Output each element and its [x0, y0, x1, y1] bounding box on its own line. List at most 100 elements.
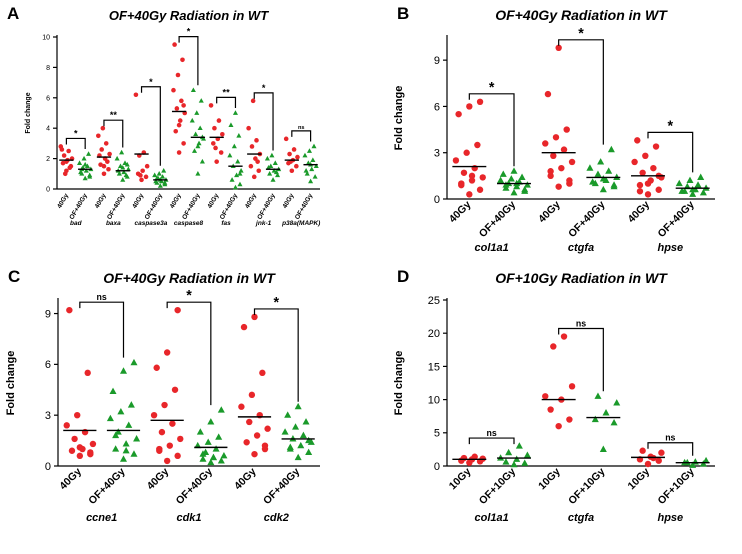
category-label: OF+10Gy [566, 466, 607, 507]
data-point [281, 428, 289, 435]
data-point [66, 148, 71, 154]
data-point [251, 174, 257, 180]
y-tick-label: 10 [42, 34, 50, 41]
data-point [207, 458, 215, 466]
data-point [166, 442, 173, 449]
data-point [174, 306, 181, 314]
data-point [248, 163, 254, 169]
data-point [176, 122, 182, 128]
significance-bracket [178, 36, 199, 86]
data-point [452, 157, 460, 164]
data-point [273, 169, 279, 175]
chart-title: OF+40Gy Radiation in WT [495, 7, 668, 23]
data-point [644, 191, 652, 198]
data-point [180, 57, 185, 63]
data-point [194, 441, 202, 449]
data-point [120, 177, 126, 182]
data-point [106, 166, 111, 172]
category-label: OF+40Gy [219, 192, 240, 221]
y-axis-label: Fold change [5, 351, 17, 416]
data-point [127, 401, 135, 408]
category-label: OF+10Gy [655, 466, 696, 507]
data-point [232, 184, 238, 190]
data-point [502, 181, 510, 188]
data-point [639, 447, 646, 454]
data-point [100, 125, 106, 131]
data-point [305, 448, 313, 456]
significance-bracket [166, 301, 212, 406]
data-point [523, 451, 531, 458]
data-point [216, 118, 222, 123]
data-point [294, 402, 302, 410]
category-label: OF+40Gy [294, 192, 315, 221]
data-point [144, 163, 150, 169]
y-tick-label: 5 [434, 428, 440, 440]
data-point [261, 442, 269, 449]
group-label: caspase3a [134, 220, 167, 227]
data-point [639, 169, 646, 176]
significance-label: ns [298, 125, 305, 131]
data-point [220, 131, 225, 137]
group-label: p38a(MAPK) [281, 220, 320, 227]
data-point [652, 143, 660, 150]
category-label: OF+40Gy [256, 192, 277, 221]
data-point [644, 460, 652, 468]
group-label: ctgfa [568, 512, 594, 524]
data-point [499, 170, 507, 177]
data-point [181, 103, 186, 108]
data-point [243, 439, 250, 446]
data-point [455, 110, 462, 118]
data-point [306, 148, 313, 153]
significance-label: ns [576, 319, 586, 329]
data-point [468, 172, 476, 180]
data-point [209, 453, 217, 461]
data-point [458, 180, 465, 187]
data-point [542, 140, 549, 147]
data-point [112, 445, 120, 452]
y-tick-label: 20 [428, 328, 440, 340]
data-point [555, 44, 562, 51]
data-point [217, 457, 225, 464]
panel-letter: C [8, 267, 20, 286]
data-point [689, 461, 697, 468]
data-point [181, 141, 186, 146]
data-point [235, 158, 241, 164]
data-point [133, 92, 139, 98]
significance-bracket [65, 137, 86, 150]
y-tick-label: 15 [428, 361, 440, 373]
data-point [217, 406, 225, 413]
data-point [238, 168, 244, 173]
y-tick-label: 8 [46, 65, 50, 72]
data-point [194, 110, 200, 115]
data-point [208, 103, 214, 108]
data-point [292, 423, 300, 430]
data-point [86, 151, 92, 156]
data-point [197, 125, 203, 131]
data-point [275, 172, 281, 178]
data-point [236, 133, 242, 138]
significance-label: * [668, 118, 674, 134]
data-point [547, 406, 554, 413]
significance-bracket [647, 131, 694, 173]
panel-letter: A [7, 4, 19, 23]
data-point [125, 166, 131, 172]
data-point [523, 181, 531, 188]
group-label: cdk1 [176, 512, 201, 524]
data-point [479, 174, 486, 181]
data-point [305, 436, 313, 444]
data-point [689, 185, 697, 193]
data-point [63, 422, 70, 429]
category-label: OF+40Gy [261, 466, 302, 507]
data-point [634, 137, 641, 144]
data-point [199, 450, 207, 457]
data-point [174, 452, 181, 460]
data-point [510, 167, 518, 174]
data-point [510, 188, 518, 196]
data-point [302, 418, 310, 425]
category-label: 40Gy [232, 466, 259, 493]
data-point [699, 188, 707, 196]
data-point [152, 172, 158, 178]
data-point [599, 175, 607, 182]
y-axis-label: Fold change [393, 86, 405, 151]
data-point [96, 133, 101, 139]
